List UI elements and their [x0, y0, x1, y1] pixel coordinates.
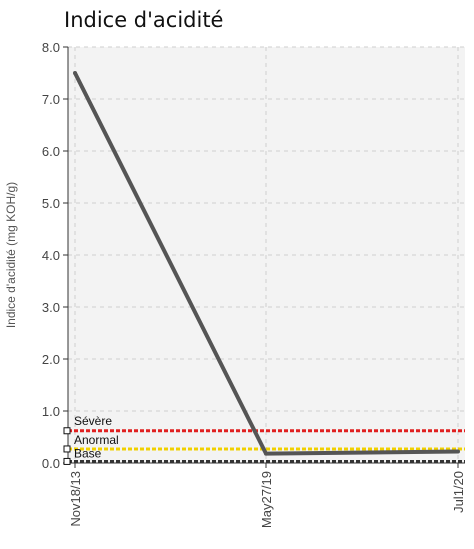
- y-tick-label: 2.0: [42, 352, 60, 367]
- data-point: [264, 451, 268, 456]
- y-tick-labels: 0.0 1.0 2.0 3.0 4.0 5.0 6.0 7.0 8.0: [42, 40, 60, 471]
- y-tick-label: 6.0: [42, 144, 60, 159]
- gridlines: [68, 46, 465, 463]
- y-tick-label: 3.0: [42, 300, 60, 315]
- threshold-label: Base: [74, 446, 102, 460]
- threshold-marker: [63, 457, 71, 465]
- x-tick-labels: Nov18/13 May27/19 Jul1/20: [68, 471, 466, 528]
- y-tick-label: 8.0: [42, 40, 60, 55]
- chart-title: Indice d'acidité: [64, 8, 223, 32]
- y-tick-label: 4.0: [42, 248, 60, 263]
- y-tick-label: 7.0: [42, 92, 60, 107]
- data-point: [73, 71, 77, 75]
- threshold-marker: [63, 445, 71, 453]
- x-tick-label: Nov18/13: [68, 471, 83, 527]
- x-tick-label: May27/19: [259, 471, 274, 528]
- y-tick-label: 0.0: [42, 456, 60, 471]
- threshold-marker: [63, 427, 71, 435]
- series-lines: [73, 71, 460, 456]
- threshold-label: Sévère: [74, 414, 112, 428]
- y-tick-label: 5.0: [42, 196, 60, 211]
- y-tick-label: 1.0: [42, 404, 60, 419]
- data-point: [456, 449, 460, 454]
- threshold-label: Anormal: [74, 433, 119, 447]
- y-axis-label: Indice d'acidité (mg KOH/g): [4, 182, 18, 328]
- x-tick-label: Jul1/20: [451, 471, 466, 513]
